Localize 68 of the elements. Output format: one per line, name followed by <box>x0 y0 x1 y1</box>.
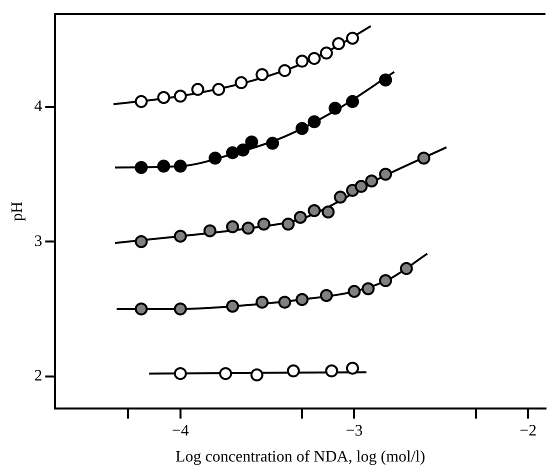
point <box>294 210 307 224</box>
point <box>308 115 321 128</box>
point <box>226 146 240 160</box>
point <box>332 37 346 50</box>
point <box>266 136 280 150</box>
point <box>286 364 300 378</box>
y-tick-label: 3 <box>34 232 42 250</box>
point <box>134 161 148 174</box>
point <box>308 52 321 65</box>
point <box>212 82 226 96</box>
point <box>417 152 430 165</box>
point <box>174 230 187 243</box>
point <box>348 284 361 298</box>
point <box>379 168 392 181</box>
point <box>174 302 187 316</box>
point <box>346 362 360 375</box>
point <box>219 367 232 380</box>
line-series <box>114 146 448 244</box>
point <box>379 73 392 86</box>
point <box>234 76 248 90</box>
point <box>296 122 309 135</box>
line-series <box>112 25 372 106</box>
point <box>174 90 187 103</box>
point <box>308 204 321 218</box>
point <box>365 174 378 188</box>
point <box>134 235 148 248</box>
point <box>174 160 187 173</box>
x-tick-label: −3 <box>346 422 363 440</box>
x-tick-label: −4 <box>172 422 189 440</box>
point <box>296 293 309 306</box>
point <box>203 224 216 238</box>
point <box>226 300 240 313</box>
point <box>296 54 309 68</box>
point <box>346 32 360 45</box>
point <box>208 152 222 165</box>
x-tick-label: −2 <box>520 422 537 440</box>
point <box>157 91 170 104</box>
point <box>157 160 170 173</box>
point <box>278 296 292 309</box>
point <box>278 64 292 78</box>
y-axis-title: pH <box>8 201 26 222</box>
point <box>236 144 250 157</box>
y-tick-label: 4 <box>34 98 42 116</box>
point <box>134 95 148 108</box>
point <box>322 205 335 218</box>
point <box>256 296 269 309</box>
point <box>320 288 333 302</box>
point <box>346 95 360 108</box>
point <box>320 46 333 60</box>
point <box>334 190 347 204</box>
point <box>256 68 269 82</box>
point <box>191 82 204 96</box>
point <box>379 274 392 288</box>
point <box>250 368 264 382</box>
point <box>354 180 368 193</box>
y-tick-label: 2 <box>34 367 42 384</box>
point <box>174 367 187 380</box>
point <box>257 218 270 231</box>
point <box>282 218 295 231</box>
x-axis-title: Log concentration of NDA, log (mol/l) <box>175 448 426 466</box>
point <box>242 222 255 235</box>
point <box>328 102 342 115</box>
point <box>245 135 258 148</box>
point <box>362 282 375 296</box>
point <box>325 364 338 378</box>
point <box>226 220 240 234</box>
point <box>134 302 148 316</box>
point <box>400 262 413 276</box>
